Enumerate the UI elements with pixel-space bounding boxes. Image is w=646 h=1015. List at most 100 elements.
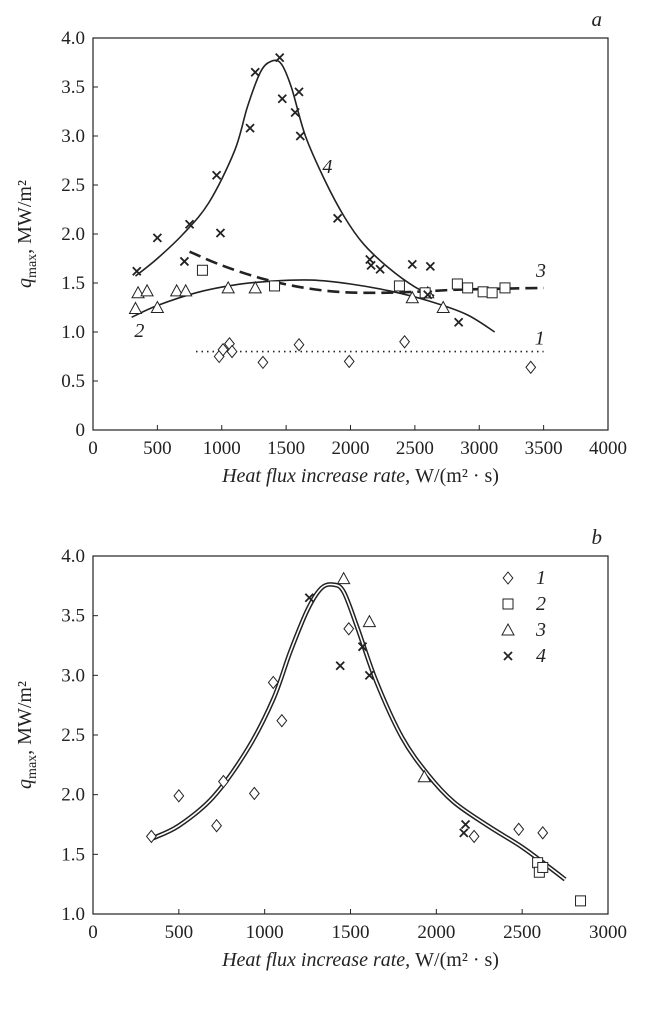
x-tick-label: 2000 [417, 922, 455, 943]
data-point-series-4 [245, 123, 255, 133]
x-axis-title-italic: Heat flux increase rate, [221, 465, 415, 487]
data-point-series-3 [486, 287, 498, 299]
y-tick-label: 0.5 [61, 371, 85, 392]
x-axis-title-unit: W/(m² · s) [415, 465, 499, 487]
x-axis-title: Heat flux increase rate, W/(m² · s) [221, 465, 499, 487]
data-point-series-4 [332, 213, 343, 223]
chart-panel-b: 0 500 1000 1500 2000 2500 3000 1.0 1.5 2.0 2.5 3.0 3… [14, 525, 627, 971]
y-tick-label: 3.0 [61, 126, 85, 147]
data-point-series-1 [226, 344, 238, 359]
data-point-series-2 [537, 861, 549, 873]
data-point-series-2 [178, 283, 193, 297]
legend-label-3: 3 [535, 619, 546, 641]
x-tick-label: 3000 [589, 922, 627, 943]
curve-series-4 [134, 59, 435, 297]
data-point-series-1 [257, 355, 269, 370]
data-point-series-3 [362, 614, 377, 628]
data-point-series-4 [295, 131, 305, 141]
data-point-series-4 [454, 317, 464, 327]
y-tick-label: 1.0 [61, 904, 85, 925]
data-point-series-1 [343, 621, 355, 636]
y-axis-title-sub: max [25, 755, 40, 779]
data-point-series-4 [179, 256, 190, 267]
data-point-series-2 [221, 280, 236, 294]
x-tick-label: 0 [88, 922, 98, 943]
legend-marker-4 [503, 651, 513, 661]
data-point-series-1 [399, 334, 411, 349]
curve-label-3: 3 [535, 260, 546, 282]
y-tick-label: 2.5 [61, 175, 85, 196]
data-point-series-1 [211, 818, 223, 833]
x-tick-label: 3000 [460, 438, 498, 459]
y-axis-title-main: q [14, 278, 36, 288]
data-point-series-4 [277, 94, 287, 104]
data-point-series-1 [248, 786, 260, 801]
curve-label-4: 4 [322, 156, 332, 178]
x-axis-title: Heat flux increase rate, W/(m² · s) [221, 949, 499, 971]
data-point-series-3 [477, 286, 489, 298]
data-point-series-2 [150, 300, 165, 313]
y-tick-label: 1.5 [61, 844, 85, 865]
x-axis-title-italic: Heat flux increase rate, [221, 949, 415, 971]
y-tick-label: 4.0 [61, 546, 85, 567]
x-axis-title-unit: W/(m² · s) [415, 949, 499, 971]
data-point-series-4 [132, 266, 142, 276]
y-axis-title-main: q [14, 779, 36, 789]
data-point-series-1 [267, 675, 279, 690]
legend-label-4: 4 [536, 645, 546, 667]
y-tick-label: 3.0 [61, 665, 85, 686]
y-tick-label: 2.0 [61, 224, 85, 245]
legend-label-1: 1 [536, 567, 546, 589]
data-point-series-3 [269, 280, 281, 292]
data-point-series-4 [425, 261, 435, 271]
data-point-series-3 [451, 278, 463, 290]
data-point-series-4 [215, 228, 226, 238]
data-point-series-3 [462, 282, 474, 294]
y-axis-title-unit: , MW/m² [14, 180, 36, 254]
x-tick-label: 1500 [332, 922, 370, 943]
data-point-series-1 [218, 774, 229, 789]
data-point-series-2 [128, 301, 143, 314]
data-point-series-4 [460, 819, 471, 830]
x-tick-label: 1000 [203, 438, 241, 459]
y-tick-label: 4.0 [61, 28, 85, 49]
legend-marker-1 [502, 571, 514, 585]
legend-marker-2 [502, 598, 514, 610]
data-point-series-4 [357, 642, 368, 652]
data-point-series-3 [393, 280, 405, 292]
data-point-series-1 [343, 354, 355, 369]
data-point-series-4 [275, 52, 285, 63]
data-point-series-4 [366, 260, 376, 270]
data-point-series-1 [537, 826, 549, 840]
x-tick-label: 1000 [246, 922, 284, 943]
y-axis-title-unit: , MW/m² [14, 681, 36, 755]
y-axis-title: qmax, MW/m² [14, 681, 40, 789]
data-point-series-4 [211, 170, 222, 180]
data-point-series-1 [293, 337, 305, 352]
x-tick-label: 2500 [396, 438, 434, 459]
x-tick-label: 2000 [332, 438, 370, 459]
data-point-series-1 [173, 789, 185, 803]
y-tick-label: 2.5 [61, 725, 85, 746]
y-tick-label: 1.5 [61, 273, 85, 294]
y-axis-title: qmax, MW/m² [14, 180, 40, 288]
data-point-series-2 [169, 283, 184, 297]
data-point-series-3 [417, 769, 432, 783]
x-tick-label: 1500 [267, 438, 305, 459]
data-point-series-1 [513, 822, 525, 837]
data-point-series-2 [248, 280, 263, 294]
data-point-series-2 [140, 283, 154, 297]
data-point-series-1 [525, 360, 537, 375]
data-point-series-4 [152, 233, 163, 243]
y-tick-label: 1.0 [61, 322, 85, 343]
y-tick-label: 3.5 [61, 606, 85, 627]
data-point-series-1 [217, 342, 229, 357]
data-point-series-4 [459, 828, 469, 838]
data-point-series-2 [405, 290, 420, 304]
fit-curve-inner [151, 583, 566, 881]
x-tick-label: 4000 [589, 438, 627, 459]
data-point-series-4 [304, 593, 314, 603]
panel-label: a [592, 7, 603, 31]
data-point-series-4 [290, 107, 300, 118]
